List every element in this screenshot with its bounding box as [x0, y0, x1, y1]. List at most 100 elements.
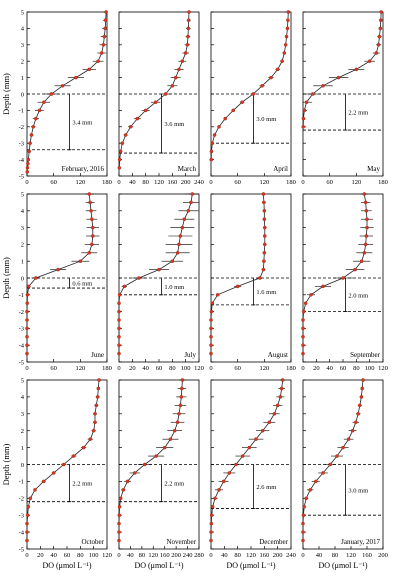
- y-tick-label: -4: [19, 157, 25, 164]
- data-point: [178, 403, 183, 408]
- data-point: [170, 259, 175, 263]
- data-point: [359, 259, 364, 263]
- data-point: [302, 504, 306, 509]
- data-point: [278, 395, 283, 399]
- data-point: [33, 488, 37, 492]
- data-point: [234, 462, 238, 467]
- y-tick-label: -2: [19, 309, 24, 316]
- do-profile-line: [26, 193, 94, 354]
- y-tick-label: 1: [21, 445, 24, 452]
- data-point: [153, 100, 158, 104]
- x-tick-label: 40: [326, 365, 333, 372]
- data-point: [279, 386, 284, 391]
- y-tick-label: 5: [21, 9, 24, 16]
- data-point: [27, 284, 31, 289]
- y-tick-label: 3: [21, 411, 24, 418]
- y-tick-label: -4: [19, 529, 25, 536]
- x-tick-label: 80: [139, 552, 146, 559]
- penetration-depth-label: 0.6 mm: [72, 281, 92, 288]
- data-point: [87, 192, 91, 196]
- data-point: [51, 471, 56, 475]
- data-point: [25, 538, 29, 543]
- x-tick-label: 0: [209, 365, 212, 372]
- data-point: [364, 209, 369, 213]
- x-tick-label: 180: [286, 179, 296, 186]
- data-point: [101, 43, 106, 47]
- data-point: [25, 309, 29, 314]
- data-point: [301, 309, 306, 314]
- x-tick-label: 0: [117, 552, 120, 559]
- data-point: [301, 513, 306, 517]
- data-point: [91, 428, 96, 433]
- data-point: [367, 59, 372, 63]
- x-tick-label: 120: [346, 552, 356, 559]
- data-point: [104, 10, 108, 14]
- penetration-depth-label: 3.4 mm: [72, 119, 92, 126]
- x-axis-title: DO (μmol L⁻¹): [226, 561, 275, 570]
- x-tick-label: 80: [142, 179, 149, 186]
- data-point: [135, 116, 140, 121]
- data-point: [209, 326, 213, 331]
- x-tick-label: 0: [117, 365, 120, 372]
- data-point: [286, 18, 290, 22]
- x-tick-label: 200: [273, 552, 283, 559]
- x-tick-label: 100: [89, 552, 99, 559]
- data-point: [25, 513, 30, 517]
- data-point: [301, 530, 305, 534]
- y-tick-label: -3: [19, 326, 24, 333]
- penetration-depth-label: 3.0 mm: [256, 116, 276, 123]
- data-point: [142, 462, 147, 467]
- data-point: [172, 428, 177, 433]
- y-tick-label: 0: [21, 275, 24, 282]
- month-label: October: [81, 538, 104, 546]
- data-point: [272, 412, 277, 416]
- data-point: [74, 75, 78, 80]
- data-point: [301, 116, 306, 121]
- data-point: [254, 437, 258, 441]
- data-point: [263, 234, 267, 238]
- x-tick-label: 100: [181, 365, 191, 372]
- data-point: [117, 326, 121, 331]
- data-point: [102, 34, 107, 39]
- x-tick-label: 60: [234, 179, 241, 186]
- data-point: [362, 251, 367, 255]
- data-point: [221, 479, 226, 484]
- data-point: [186, 209, 191, 213]
- x-tick-label: 60: [50, 179, 57, 186]
- data-point: [304, 496, 308, 501]
- x-tick-label: 80: [234, 552, 241, 559]
- y-tick-label: -1: [19, 292, 24, 299]
- data-point: [180, 225, 185, 230]
- month-label: August: [268, 351, 288, 359]
- data-point: [231, 108, 235, 113]
- month-label: July: [184, 351, 196, 359]
- data-point: [209, 335, 213, 339]
- month-label: April: [273, 165, 288, 173]
- data-point: [117, 343, 121, 347]
- data-point: [379, 18, 383, 22]
- data-point: [37, 108, 42, 113]
- x-tick-label: 120: [148, 552, 158, 559]
- penetration-depth-label: 2.6 mm: [256, 484, 276, 491]
- data-point: [215, 293, 220, 297]
- data-point: [96, 386, 101, 391]
- data-point: [163, 92, 168, 96]
- data-point: [301, 318, 305, 322]
- data-point: [87, 251, 91, 255]
- data-point: [365, 225, 369, 230]
- x-tick-label: 280: [194, 552, 204, 559]
- data-point: [41, 479, 46, 484]
- data-point: [365, 217, 369, 221]
- data-point: [123, 133, 128, 137]
- data-point: [178, 234, 183, 238]
- penetration-depth-label: 1.6 mm: [256, 289, 276, 296]
- y-axis-title: Depth (mm): [1, 73, 11, 115]
- data-point: [56, 267, 60, 272]
- data-point: [280, 378, 285, 382]
- data-point: [363, 242, 368, 247]
- data-point: [321, 284, 325, 289]
- data-point: [25, 326, 29, 331]
- x-tick-label: 120: [246, 552, 256, 559]
- x-tick-label: 40: [50, 552, 57, 559]
- do-profile-line: [210, 11, 289, 160]
